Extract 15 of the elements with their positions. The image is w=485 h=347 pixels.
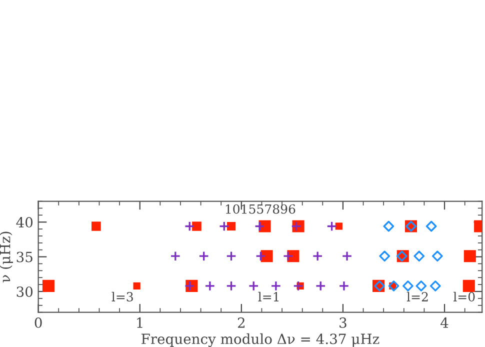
x-tick-label: 4 bbox=[440, 317, 448, 328]
x-axis-title: Frequency modulo Δν = 4.37 μHz bbox=[142, 333, 380, 347]
annotation: 101557896 bbox=[226, 204, 296, 214]
annotation: l=2 bbox=[406, 292, 428, 302]
x-tick-label: 3 bbox=[340, 317, 346, 328]
x-tick-label: 0 bbox=[34, 317, 42, 328]
annotation: l=1 bbox=[258, 292, 279, 302]
x-tick-label: 2 bbox=[238, 317, 244, 328]
annotation: l=0 bbox=[453, 292, 475, 302]
y-tick-label: 30 bbox=[16, 286, 33, 297]
x-tick-label: 1 bbox=[137, 317, 142, 328]
y-tick-label: 40 bbox=[16, 217, 33, 228]
y-tick-label: 35 bbox=[16, 252, 32, 262]
annotation: l=3 bbox=[112, 292, 133, 302]
y-axis-title: ν (μHz) bbox=[0, 232, 13, 282]
